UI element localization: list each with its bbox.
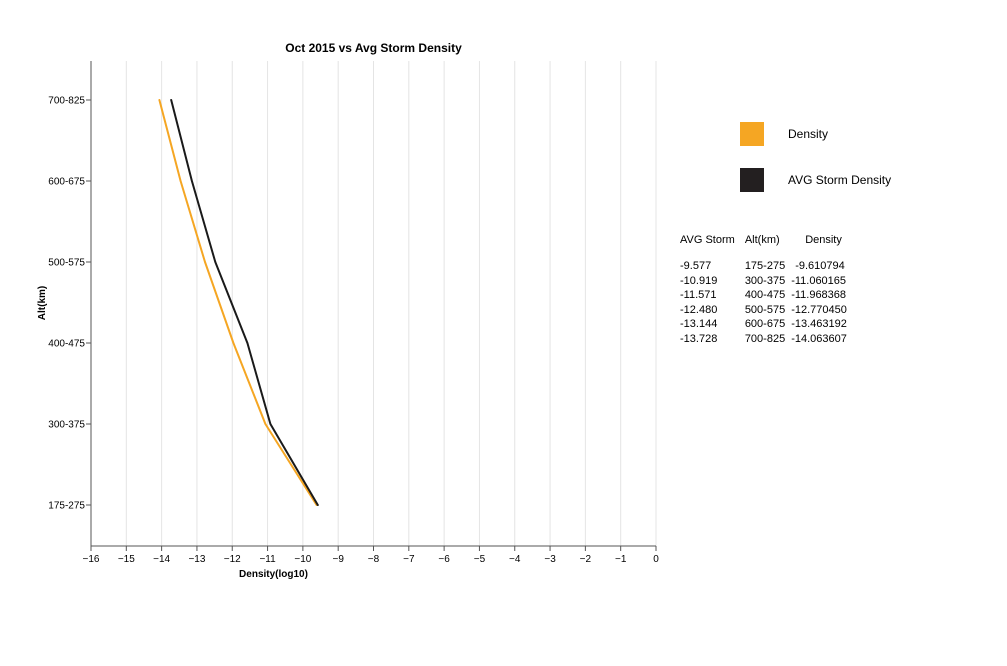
data-point xyxy=(232,342,235,344)
y-tick-label: 700-825 xyxy=(48,96,85,107)
series-line-density xyxy=(158,99,318,506)
x-tick-label: −4 xyxy=(509,554,521,565)
table-cell: -10.919 xyxy=(680,274,718,287)
table-cell: -14.063607 xyxy=(791,332,847,345)
data-point xyxy=(317,504,319,506)
table-cell: -9.577 xyxy=(680,260,712,272)
data-point xyxy=(269,423,272,425)
y-tick-label: 300-375 xyxy=(48,420,85,431)
table-cell: 500-575 xyxy=(744,303,786,316)
table-row: -13.728 700-825 -14.063607 xyxy=(680,333,853,348)
table-cell: -9.610794 xyxy=(795,260,845,272)
x-tick-label: −11 xyxy=(259,554,276,565)
table-row: -12.480 500-575 -12.770450 xyxy=(680,304,853,319)
chart-title: Oct 2015 vs Avg Storm Density xyxy=(285,41,462,55)
table-cell: 400-475 xyxy=(744,289,786,301)
table-row: -9.577 175-275 -9.610794 xyxy=(680,260,853,275)
table-cell: -13.144 xyxy=(680,318,718,330)
legend-label-density: Density xyxy=(788,127,829,141)
data-point xyxy=(170,99,173,101)
table-row: -10.919 300-375 -11.060165 xyxy=(680,275,853,290)
table-cell: -11.968368 xyxy=(791,289,847,301)
x-tick-label: −16 xyxy=(83,554,100,565)
x-tick-label: −14 xyxy=(153,554,170,565)
table-cell: 600-675 xyxy=(744,318,786,330)
x-tick-label: −15 xyxy=(118,554,135,565)
table-cell: -11.571 xyxy=(680,289,717,301)
data-point xyxy=(204,261,206,263)
table-row: -11.571 400-475 -11.968368 xyxy=(680,289,853,304)
x-tick-label: −7 xyxy=(403,554,415,565)
y-tick-label: 500-575 xyxy=(48,258,85,269)
data-point xyxy=(246,342,249,344)
x-tick-label: −5 xyxy=(474,554,486,565)
y-axis-label: Alt(km) xyxy=(37,286,48,320)
table-header-alt: Alt(km) xyxy=(744,234,780,246)
x-axis-label: Density(log10) xyxy=(239,569,308,580)
data-point xyxy=(214,261,217,263)
table-header-avg-storm: AVG Storm xyxy=(680,234,735,246)
table-header-density: Density xyxy=(805,234,842,246)
x-tick-label: −6 xyxy=(438,554,450,565)
x-tick-label: 0 xyxy=(653,554,659,565)
table-cell: 300-375 xyxy=(744,274,786,287)
x-tick-label: −8 xyxy=(368,554,380,565)
table-cell: 175-275 xyxy=(744,260,786,272)
table-cell: -11.060165 xyxy=(791,274,847,287)
y-tick-label: 600-675 xyxy=(48,177,85,188)
x-tick-label: −1 xyxy=(615,554,627,565)
y-tick-label: 400-475 xyxy=(48,339,85,350)
data-table: AVG Storm Alt(km) Density -9.577 175-275-… xyxy=(680,234,853,347)
table-cell: -12.480 xyxy=(680,303,718,316)
data-point xyxy=(264,423,267,425)
table-header-row: AVG Storm Alt(km) Density xyxy=(680,234,853,260)
y-tick-label: 175-275 xyxy=(48,501,85,512)
x-tick-label: −9 xyxy=(332,554,344,565)
x-tick-label: −12 xyxy=(224,554,241,565)
x-tick-label: −10 xyxy=(294,554,311,565)
x-tick-label: −13 xyxy=(188,554,205,565)
table-row: -13.144 600-675 -13.463192 xyxy=(680,318,853,333)
legend-swatch-density xyxy=(740,122,764,146)
table-cell: -12.770450 xyxy=(791,303,847,316)
x-tick-label: −3 xyxy=(544,554,556,565)
legend-label-avg-storm-density: AVG Storm Density xyxy=(788,173,892,187)
data-point xyxy=(179,180,182,182)
x-tick-label: −2 xyxy=(580,554,592,565)
legend-swatch-avg-storm-density xyxy=(740,168,764,192)
data-point xyxy=(158,99,161,101)
legend-item-avg-storm-density: AVG Storm Density xyxy=(740,168,891,192)
data-point xyxy=(191,180,193,182)
table-cell: -13.728 xyxy=(680,332,718,345)
series-line-avg-storm-density xyxy=(170,99,319,506)
table-cell: -13.463192 xyxy=(791,318,847,330)
table-cell: 700-825 xyxy=(744,332,786,345)
legend-item-density: Density xyxy=(740,122,828,146)
